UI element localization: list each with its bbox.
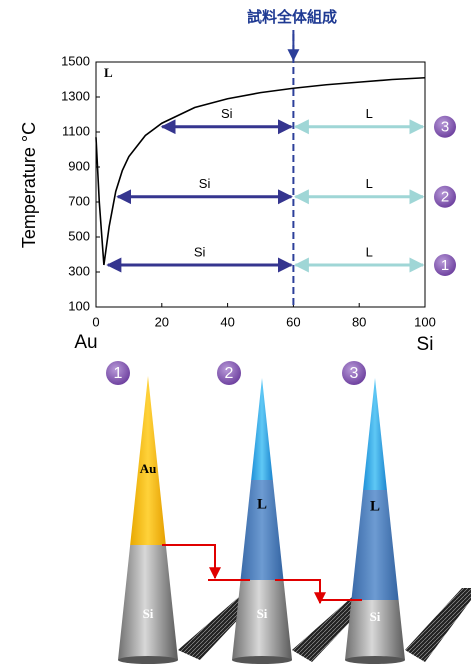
y-tick-label: 1500 xyxy=(61,53,90,68)
x-tick-label: 100 xyxy=(414,314,436,329)
y-tick-label: 100 xyxy=(68,298,90,313)
cone-base xyxy=(345,656,405,664)
plot-frame xyxy=(96,62,425,307)
cone-label: L xyxy=(257,496,267,512)
tie-right-label: L xyxy=(366,106,373,121)
x-end-label: Au xyxy=(74,332,97,353)
cone-label: Si xyxy=(143,606,154,621)
tie-right-label: L xyxy=(366,244,373,259)
page: {"chart_data": {"type": "line", "annotat… xyxy=(0,0,471,668)
cone-label: L xyxy=(370,498,380,514)
y-tick-label: 700 xyxy=(68,193,90,208)
y-tick-label: 1300 xyxy=(61,88,90,103)
region-label: L xyxy=(104,65,113,80)
cone-label: Au xyxy=(140,461,157,476)
stage-badge-label: 3 xyxy=(350,365,359,382)
step-arrow xyxy=(162,545,215,578)
y-tick-label: 900 xyxy=(68,158,90,173)
stage-badge-label: 2 xyxy=(225,365,234,382)
liquidus-line xyxy=(96,78,425,265)
x-tick-label: 80 xyxy=(352,314,366,329)
cone-band xyxy=(241,480,284,580)
cone-band xyxy=(118,545,178,660)
y-tick-label: 300 xyxy=(68,263,90,278)
x-tick-label: 40 xyxy=(220,314,234,329)
number-badge-label: 2 xyxy=(441,189,449,206)
y-tick-label: 500 xyxy=(68,228,90,243)
cone-label: Si xyxy=(370,609,381,624)
figure: 試料全体組成 L Temperature °C Au Si 100 300 500 7… xyxy=(0,0,471,668)
x-tick-label: 0 xyxy=(92,314,99,329)
stage-badge-label: 1 xyxy=(114,365,123,382)
number-badge-label: 1 xyxy=(441,257,449,274)
x-end-label: Si xyxy=(417,334,434,355)
x-tick-label: 20 xyxy=(155,314,169,329)
tie-left-label: Si xyxy=(199,176,211,191)
cone-band xyxy=(363,378,387,490)
annotation: 試料全体組成 xyxy=(247,8,337,26)
y-tick-label: 1100 xyxy=(62,123,90,138)
number-badge-label: 3 xyxy=(441,119,449,136)
tie-left-label: Si xyxy=(221,106,233,121)
tie-right-label: L xyxy=(366,176,373,191)
cone-base xyxy=(232,656,292,664)
x-tick-label: 60 xyxy=(286,314,300,329)
cone-band xyxy=(251,378,273,480)
cone-label: Si xyxy=(257,606,268,621)
cone-base xyxy=(118,656,178,664)
y-axis-label: Temperature °C xyxy=(19,122,39,248)
shadow xyxy=(405,588,471,662)
tie-left-label: Si xyxy=(194,244,206,259)
